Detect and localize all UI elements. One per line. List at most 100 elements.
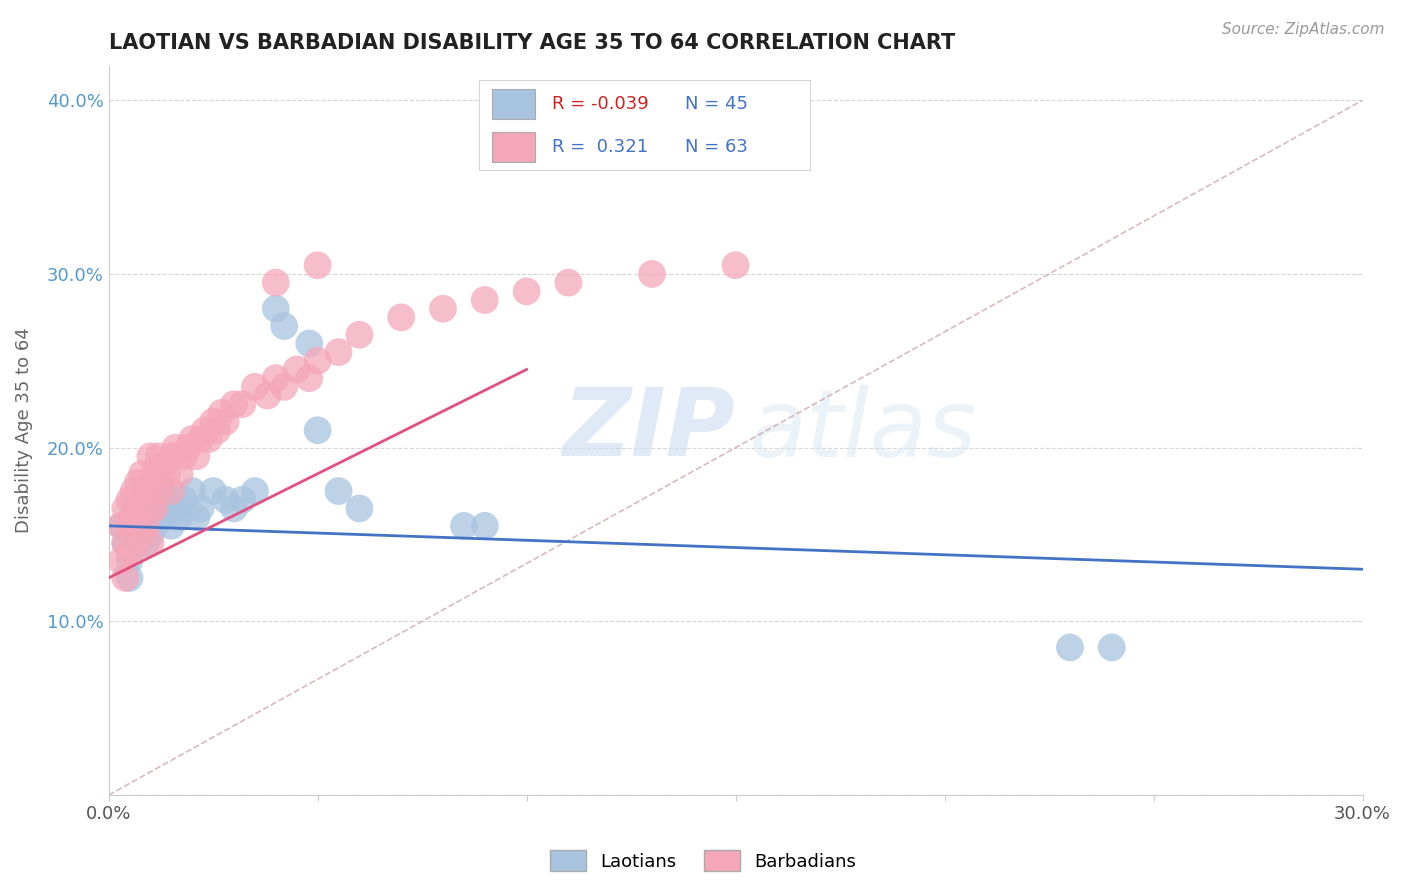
Point [243,484,266,499]
Point [181,484,204,499]
Point [135,518,157,533]
Point [231,397,253,411]
Point [474,293,496,307]
Point [190,432,212,446]
Point [122,501,145,516]
Point [143,518,166,533]
Point [131,492,153,507]
Point [1059,640,1081,655]
Point [135,484,157,499]
Point [160,492,183,507]
Point [139,527,162,541]
Point [127,510,149,524]
Point [127,475,149,490]
Point [214,492,236,507]
Point [118,571,141,585]
Point [122,510,145,524]
Point [453,518,475,533]
Point [177,441,200,455]
Point [148,475,170,490]
Point [118,545,141,559]
Point [264,371,287,385]
Point [152,510,174,524]
Point [139,501,162,516]
Point [298,371,321,385]
Point [131,467,153,481]
Point [110,518,132,533]
Point [724,258,747,272]
Point [169,510,191,524]
Point [118,518,141,533]
Point [156,467,179,481]
Point [139,501,162,516]
Point [432,301,454,316]
Point [207,423,229,437]
Point [328,484,350,499]
Point [307,258,329,272]
Point [143,501,166,516]
Point [211,406,233,420]
Point [194,423,217,437]
Point [285,362,308,376]
Legend: Laotians, Barbadians: Laotians, Barbadians [543,843,863,879]
Point [202,484,225,499]
Point [190,501,212,516]
Text: LAOTIAN VS BARBADIAN DISABILITY AGE 35 TO 64 CORRELATION CHART: LAOTIAN VS BARBADIAN DISABILITY AGE 35 T… [108,33,955,53]
Point [114,501,136,516]
Point [114,571,136,585]
Point [122,484,145,499]
Text: atlas: atlas [748,384,976,475]
Point [173,492,195,507]
Point [152,458,174,472]
Point [122,527,145,541]
Point [139,475,162,490]
Point [222,397,245,411]
Point [160,518,183,533]
Point [139,536,162,550]
Point [114,536,136,550]
Point [139,450,162,464]
Point [135,536,157,550]
Point [118,553,141,567]
Point [243,380,266,394]
Text: ZIP: ZIP [562,384,735,476]
Point [160,484,183,499]
Point [131,518,153,533]
Point [160,450,183,464]
Point [152,484,174,499]
Point [148,484,170,499]
Point [641,267,664,281]
Point [118,492,141,507]
Point [186,510,208,524]
Point [165,441,187,455]
Point [165,501,187,516]
Point [143,492,166,507]
Point [181,432,204,446]
Point [169,467,191,481]
Point [298,336,321,351]
Point [148,450,170,464]
Point [273,380,295,394]
Point [256,388,278,402]
Point [148,501,170,516]
Point [214,415,236,429]
Point [156,501,179,516]
Point [198,432,221,446]
Point [131,492,153,507]
Point [516,285,538,299]
Point [135,510,157,524]
Point [122,545,145,559]
Point [273,319,295,334]
Point [231,492,253,507]
Y-axis label: Disability Age 35 to 64: Disability Age 35 to 64 [15,327,32,533]
Point [139,484,162,499]
Point [143,467,166,481]
Point [557,276,579,290]
Point [307,353,329,368]
Point [389,310,412,325]
Point [474,518,496,533]
Point [131,527,153,541]
Point [264,301,287,316]
Point [1101,640,1123,655]
Point [127,536,149,550]
